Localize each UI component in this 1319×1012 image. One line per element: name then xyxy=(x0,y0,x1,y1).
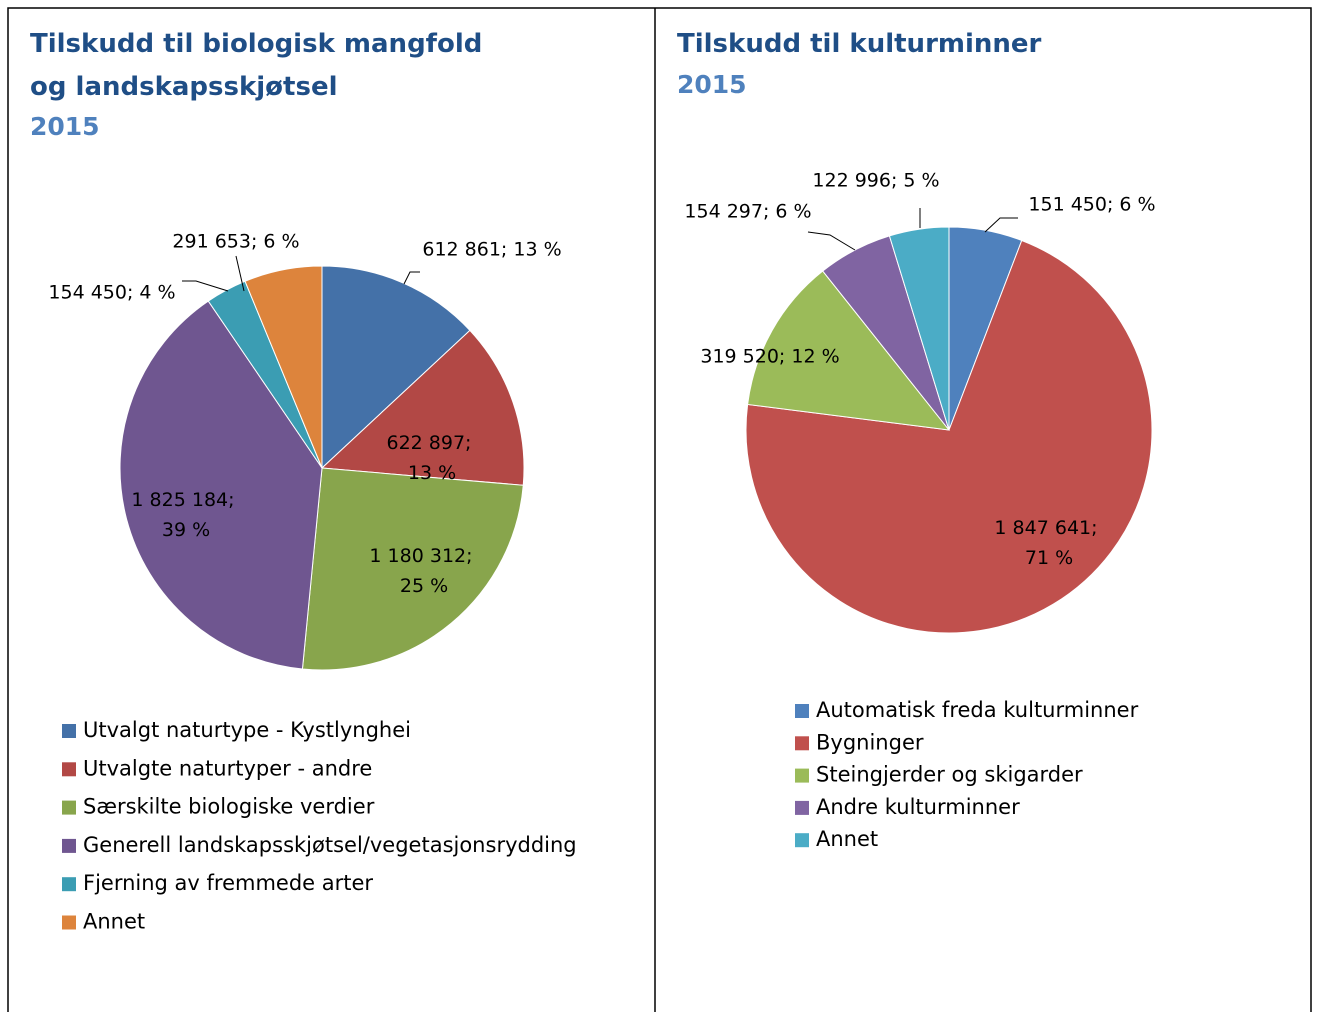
legend-swatch xyxy=(795,833,809,848)
legend-swatch xyxy=(62,838,76,853)
legend-swatch xyxy=(62,724,76,738)
legend-swatch xyxy=(795,704,809,718)
pie-slice xyxy=(888,226,950,431)
pie-slice xyxy=(301,467,524,671)
chart-title: Tilskudd til biologisk mangfold xyxy=(30,29,482,59)
legend-label: Andre kulturminner xyxy=(816,795,1020,819)
frame xyxy=(7,7,1312,1012)
pie-slice xyxy=(119,300,323,670)
pie-slice xyxy=(747,270,951,431)
data-label: 151 450; 6 % xyxy=(1028,194,1155,216)
legend-label: Særskilte biologiske verdier xyxy=(83,795,375,819)
data-label: 622 897; 13 % xyxy=(386,432,477,484)
legend-swatch xyxy=(62,762,76,777)
leader-line xyxy=(984,217,1018,233)
legend-label: Annet xyxy=(83,910,145,934)
chart-subtitle: 2015 xyxy=(677,70,747,99)
leader-line xyxy=(182,280,229,292)
leader-line xyxy=(235,255,245,292)
data-label: 154 450; 4 % xyxy=(48,282,175,304)
data-label: 319 520; 12 % xyxy=(700,346,839,368)
pie-slice xyxy=(320,329,525,486)
legend-swatch xyxy=(795,736,809,751)
legend-swatch xyxy=(62,915,76,930)
legend-swatch xyxy=(795,768,809,783)
legend-label: Generell landskapsskjøtsel/vegetasjonsry… xyxy=(83,833,577,857)
chart-title: Tilskudd til kulturminner xyxy=(677,29,1042,59)
legend-label: Steingjerder og skigarder xyxy=(816,763,1083,787)
pie-slice xyxy=(244,265,323,469)
legend-label: Annet xyxy=(816,827,878,851)
data-label: 1 180 312; 25 % xyxy=(369,545,478,597)
data-label: 1 825 184; 39 % xyxy=(131,489,240,541)
leader-line xyxy=(403,271,420,285)
leader-line xyxy=(807,231,856,251)
pie-slice xyxy=(745,239,1153,634)
data-label: 1 847 641; 71 % xyxy=(994,517,1103,569)
legend-swatch xyxy=(62,877,76,892)
pie-slice xyxy=(321,265,471,470)
legend-swatch xyxy=(795,800,809,815)
data-label: 291 653; 6 % xyxy=(172,231,299,253)
legend-label: Utvalgt naturtype - Kystlynghei xyxy=(83,718,411,742)
chart-title: og landskapsskjøtsel xyxy=(30,72,338,102)
legend-label: Fjerning av fremmede arter xyxy=(83,871,373,895)
legend-swatch xyxy=(62,800,76,815)
legend-label: Bygninger xyxy=(816,730,924,754)
legend-label: Utvalgte naturtyper - andre xyxy=(83,756,372,780)
chart-subtitle: 2015 xyxy=(30,112,100,141)
legend-label: Automatisk freda kulturminner xyxy=(816,698,1139,722)
data-label: 612 861; 13 % xyxy=(422,239,561,261)
data-label: 122 996; 5 % xyxy=(812,170,939,192)
data-label: 154 297; 6 % xyxy=(684,201,811,223)
